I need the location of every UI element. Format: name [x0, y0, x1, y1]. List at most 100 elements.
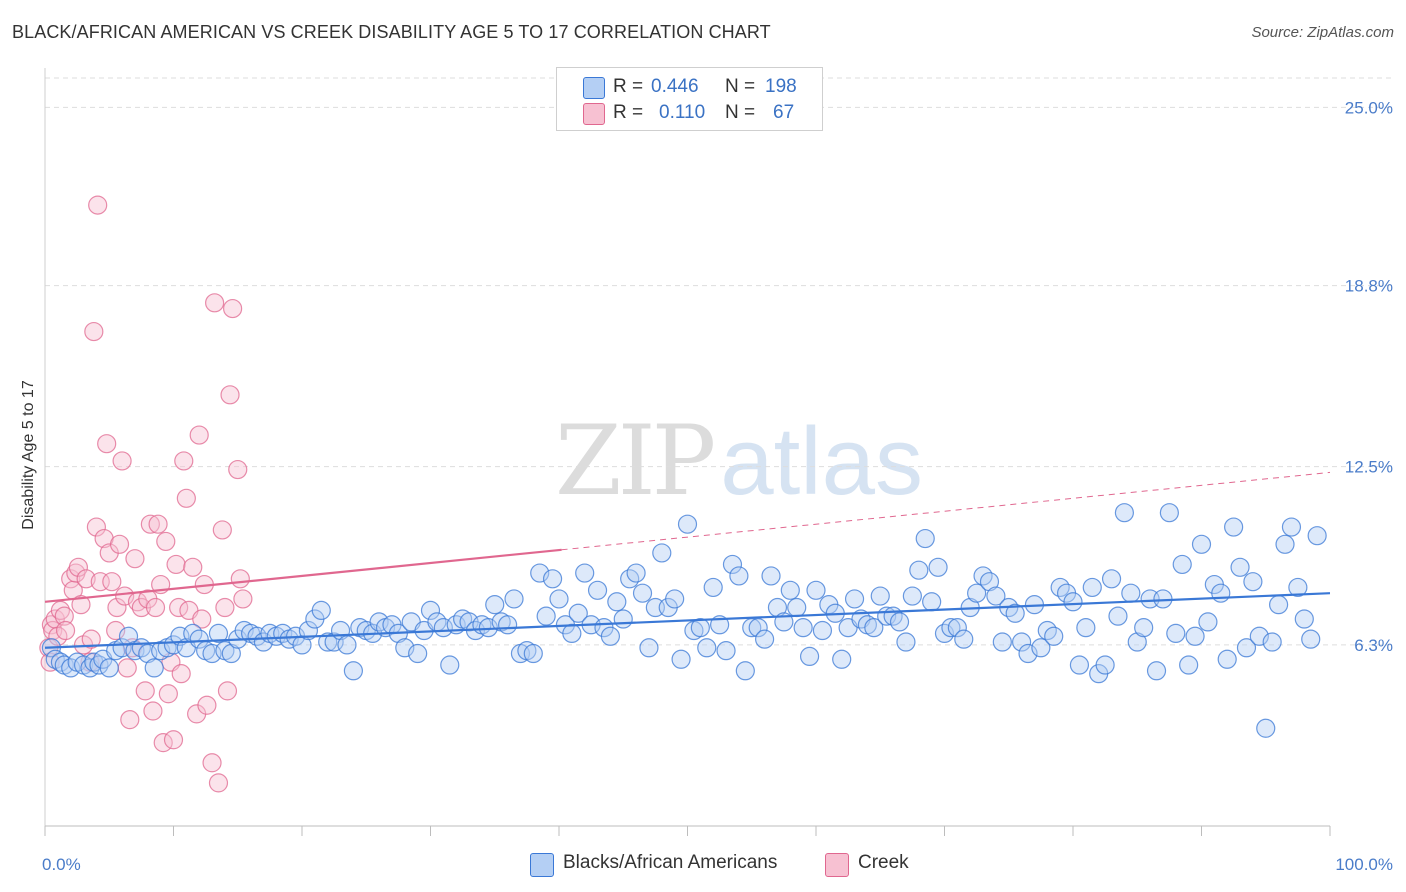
point-blacks [440, 655, 460, 675]
point-blacks [754, 629, 775, 649]
legend-r-value-pink: 0.110 [659, 102, 706, 123]
point-blacks [1044, 626, 1064, 646]
point-creek [174, 451, 194, 471]
point-blacks [1307, 526, 1327, 546]
point-blacks [1172, 554, 1192, 575]
point-blacks [1243, 572, 1263, 592]
point-blacks [812, 620, 833, 641]
point-blacks [677, 514, 698, 534]
point-creek [148, 514, 168, 534]
chart-title: BLACK/AFRICAN AMERICAN VS CREEK DISABILI… [12, 22, 771, 42]
point-blacks [1011, 632, 1032, 652]
point-creek [217, 681, 238, 701]
point-blacks [1031, 638, 1051, 658]
point-creek [117, 658, 137, 678]
point-blacks [844, 589, 865, 609]
legend-r-label: R = [613, 76, 644, 97]
legend-n-value-blue: 198 [765, 76, 797, 97]
point-blacks [992, 632, 1012, 652]
point-creek [71, 595, 91, 615]
point-creek [192, 609, 212, 629]
point-blacks [408, 643, 428, 664]
point-creek [220, 385, 240, 405]
series-swatch-pink [825, 853, 849, 877]
point-blacks [1224, 517, 1244, 537]
y-tick-label: 25.0% [1345, 98, 1393, 117]
point-blacks [1082, 577, 1102, 598]
point-blacks [896, 632, 916, 652]
point-creek [84, 321, 104, 342]
correlation-legend: R = 0.446 N = 198 R = 0.110 N = 67 [556, 67, 823, 131]
point-creek [97, 434, 117, 454]
point-blacks [221, 643, 241, 664]
point-blacks [1076, 618, 1096, 638]
point-blacks [485, 595, 505, 615]
point-blacks [1121, 583, 1141, 603]
point-blacks [189, 629, 209, 649]
point-blacks [1179, 655, 1199, 675]
point-blacks [208, 623, 229, 644]
trend-line-blacks [44, 592, 1331, 649]
point-blacks [748, 618, 768, 638]
point-blacks [799, 646, 820, 667]
point-blacks [542, 569, 563, 589]
y-axis-title: Disability Age 5 to 17 [20, 380, 37, 530]
x-tick-label: 0.0% [42, 855, 81, 874]
point-blacks [1063, 592, 1083, 612]
point-blacks [1198, 612, 1218, 632]
point-blacks [729, 566, 749, 586]
point-blacks [941, 618, 961, 638]
point-creek [230, 569, 250, 589]
series-swatch-blue [530, 853, 554, 877]
point-blacks [626, 563, 646, 583]
trend-line-creek [44, 548, 562, 603]
point-creek [68, 557, 89, 577]
point-blacks [1166, 623, 1186, 644]
point-blacks [909, 560, 929, 580]
point-creek [171, 664, 191, 684]
point-blacks [1262, 632, 1282, 652]
point-blacks [806, 580, 826, 600]
point-blacks [889, 612, 910, 632]
legend-r-label: R = [613, 102, 644, 123]
point-blacks [1159, 503, 1179, 523]
point-blacks [922, 592, 942, 612]
point-blacks [697, 638, 717, 658]
point-blacks [1185, 626, 1205, 646]
x-tick-label: 100.0% [1335, 855, 1393, 874]
legend-n-label: N = [725, 76, 756, 97]
point-creek [176, 488, 196, 508]
series-label-blacks: Blacks/African Americans [563, 852, 778, 873]
point-creek [107, 597, 127, 618]
point-creek [112, 451, 132, 471]
point-creek [228, 459, 248, 480]
point-blacks [144, 658, 164, 678]
point-creek [233, 589, 253, 609]
point-creek [189, 425, 209, 445]
axis-labels: 6.3% 12.5% 18.8% 25.0% 0.0% 100.0% Disability … [20, 98, 1393, 874]
point-blacks [311, 600, 331, 621]
point-blacks [318, 632, 338, 652]
point-creek [61, 569, 81, 589]
point-blacks [568, 603, 588, 623]
point-blacks [1217, 649, 1237, 669]
point-blacks [1101, 569, 1122, 589]
trend-lines [44, 471, 1331, 649]
point-blacks [1146, 661, 1167, 681]
point-blacks [716, 641, 736, 661]
point-blacks [1301, 629, 1321, 649]
point-creek [48, 626, 68, 646]
legend-n-value-pink: 67 [773, 102, 795, 123]
point-creek [158, 684, 178, 704]
point-blacks [1095, 655, 1115, 675]
point-blacks [902, 586, 922, 606]
point-creek [90, 572, 110, 592]
point-creek [120, 710, 140, 730]
axes [44, 68, 1331, 836]
point-blacks [1114, 503, 1135, 523]
point-creek [109, 534, 130, 554]
point-blacks [967, 583, 987, 603]
point-blacks [954, 629, 974, 649]
point-creek [54, 606, 74, 626]
point-blacks [639, 638, 659, 658]
